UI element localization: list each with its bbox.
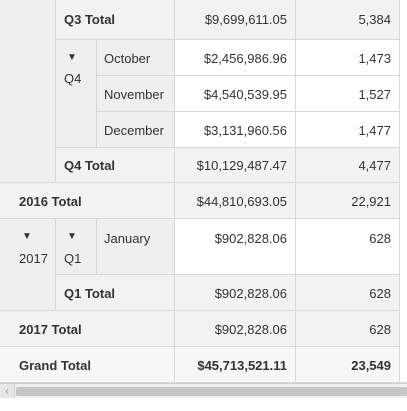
count-value: 22,921 — [351, 194, 391, 209]
total-2016-amount-cell: $44,810,693.05 — [175, 183, 296, 219]
october-count-cell: 1,473 — [296, 40, 400, 76]
pivot-grid: Q3 Total $9,699,611.05 5,384 ▼ Q4 Octobe… — [0, 0, 407, 383]
count-value: 1,477 — [358, 123, 391, 138]
year-2017-cell: ▼ 2017 — [0, 219, 56, 311]
expand-toggle-icon[interactable]: ▼ — [67, 231, 77, 242]
october-amount-cell: $2,456,986.96 — [175, 40, 296, 76]
year-2016-cell — [0, 0, 56, 183]
scroll-left-icon[interactable]: ‹ — [0, 384, 15, 399]
q4-total-count-cell: 4,477 — [296, 148, 400, 183]
expand-toggle-icon[interactable]: ▼ — [22, 231, 32, 242]
month-label: December — [104, 123, 164, 138]
count-value: 628 — [369, 286, 391, 301]
month-label: January — [104, 231, 151, 246]
amount-value: $902,828.06 — [214, 286, 287, 301]
total-2016-count-cell: 22,921 — [296, 183, 400, 219]
count-value: 628 — [369, 322, 391, 337]
january-amount-cell: $902,828.06 — [175, 219, 296, 275]
grand-total-count-cell: 23,549 — [296, 347, 400, 383]
amount-value: $3,131,960.56 — [203, 123, 287, 138]
december-count-cell: 1,477 — [296, 112, 400, 148]
quarter-label: Q4 — [64, 71, 82, 86]
month-label: October — [104, 51, 151, 66]
total-2017-label-cell: 2017 Total — [0, 311, 175, 347]
q1-total-label-cell: Q1 Total — [56, 275, 175, 311]
q3-total-label-cell: Q3 Total — [56, 0, 175, 40]
quarter-label: Q1 — [64, 251, 82, 266]
row-label: Grand Total — [19, 358, 91, 373]
q3-total-amount-cell: $9,699,611.05 — [175, 0, 296, 40]
q4-group-cell: ▼ Q4 — [56, 40, 97, 148]
row-label: Q3 Total — [64, 12, 116, 27]
scrollbar-thumb[interactable] — [16, 387, 407, 396]
amount-value: $10,129,487.47 — [196, 158, 287, 173]
count-value: 1,527 — [358, 87, 391, 102]
q1-total-count-cell: 628 — [296, 275, 400, 311]
row-label: Q4 Total — [64, 158, 116, 173]
grand-total-label-cell: Grand Total — [0, 347, 175, 383]
footer-space — [0, 398, 407, 411]
amount-value: $902,828.06 — [214, 322, 287, 337]
grand-total-amount-cell: $45,713,521.11 — [175, 347, 296, 383]
total-2016-label-cell: 2016 Total — [0, 183, 175, 219]
january-count-cell: 628 — [296, 219, 400, 275]
expand-toggle-icon[interactable]: ▼ — [67, 52, 77, 63]
q4-total-amount-cell: $10,129,487.47 — [175, 148, 296, 183]
count-value: 23,549 — [351, 358, 391, 373]
amount-value: $9,699,611.05 — [204, 12, 287, 27]
november-count-cell: 1,527 — [296, 76, 400, 112]
count-value: 1,473 — [358, 51, 391, 66]
count-value: 628 — [369, 231, 391, 246]
q3-total-count-cell: 5,384 — [296, 0, 400, 40]
month-label: November — [104, 87, 164, 102]
month-cell-november: November — [97, 76, 175, 112]
clipped-column — [400, 0, 407, 383]
horizontal-scrollbar[interactable]: ‹ — [0, 383, 407, 399]
amount-value: $44,810,693.05 — [196, 194, 287, 209]
row-label: 2017 Total — [19, 322, 82, 337]
december-amount-cell: $3,131,960.56 — [175, 112, 296, 148]
month-cell-december: December — [97, 112, 175, 148]
month-cell-october: October — [97, 40, 175, 76]
month-cell-january: January — [97, 219, 175, 275]
total-2017-amount-cell: $902,828.06 — [175, 311, 296, 347]
amount-value: $2,456,986.96 — [203, 51, 287, 66]
total-2017-count-cell: 628 — [296, 311, 400, 347]
year-label: 2017 — [19, 251, 48, 266]
row-label: 2016 Total — [19, 194, 82, 209]
count-value: 4,477 — [358, 158, 391, 173]
amount-value: $45,713,521.11 — [197, 358, 287, 373]
amount-value: $4,540,539.95 — [203, 87, 287, 102]
q1-total-amount-cell: $902,828.06 — [175, 275, 296, 311]
q4-total-label-cell: Q4 Total — [56, 148, 175, 183]
count-value: 5,384 — [358, 12, 391, 27]
row-label: Q1 Total — [64, 286, 116, 301]
amount-value: $902,828.06 — [214, 231, 287, 246]
november-amount-cell: $4,540,539.95 — [175, 76, 296, 112]
q1-group-cell: ▼ Q1 — [56, 219, 97, 275]
